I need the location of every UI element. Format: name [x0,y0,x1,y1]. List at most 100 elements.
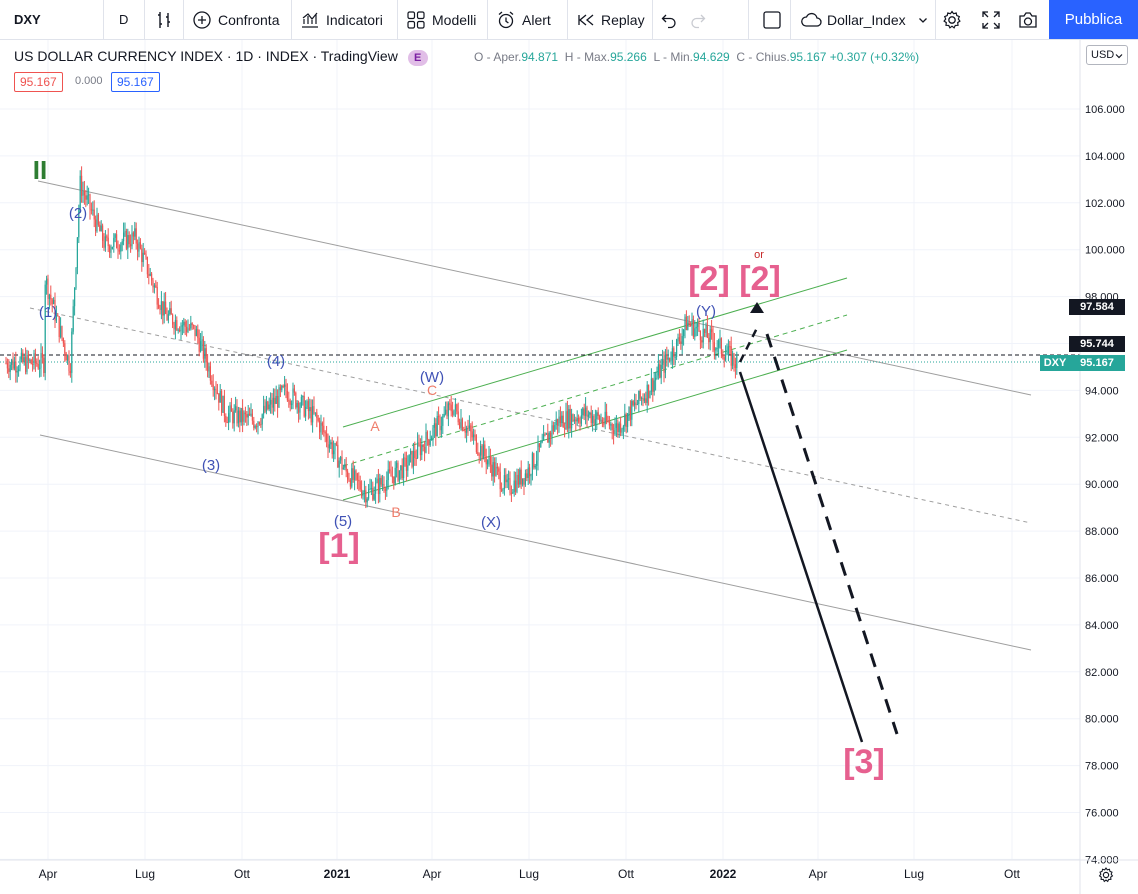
interval-label: D [119,12,129,27]
candle-body [309,407,311,412]
legend-symbol-title: US DOLLAR CURRENCY INDEX · 1D · INDEX · … [14,48,398,64]
candle-body [578,417,580,422]
candle-body [649,391,651,398]
currency-select[interactable]: USD [1086,45,1128,65]
candle-body [663,359,665,373]
candle-body [488,456,490,461]
bar-style-button[interactable] [155,0,175,39]
candle-body [404,457,406,459]
high-label: H - Max. [564,50,611,64]
change-value: +0.307 (+0.32%) [829,50,920,64]
candle-body [100,225,102,232]
undo-button[interactable] [660,0,678,39]
candle-body [453,409,455,415]
candle-body [501,489,503,491]
candle-body [174,320,176,330]
candle-body [6,363,8,369]
candle-body [15,361,17,373]
compare-button[interactable]: Confronta [192,0,279,39]
candle-body [540,442,542,448]
chart-settings-button[interactable] [1097,866,1115,889]
candle-body [109,246,111,253]
candle-body [299,406,301,413]
candle-body [474,434,476,436]
candle-body [218,393,220,403]
candle-body [222,395,224,413]
candle-body [134,228,136,237]
candle-body [341,456,343,470]
ask-chip[interactable]: 95.167 [111,72,160,92]
candle-body [606,411,608,422]
undo-icon [661,14,676,28]
candle-body [320,422,322,433]
redo-button[interactable] [689,0,707,39]
exchange-badge[interactable]: E [407,50,428,66]
candle-body [193,325,195,327]
channel-mid-line [29,307,1032,524]
candle-body [26,354,28,372]
candle-body [102,225,104,241]
candle-body [345,464,347,472]
candle-body [699,331,701,341]
fullscreen-button[interactable] [981,0,1001,39]
candle-body [137,243,139,252]
candle-body [398,470,400,481]
candle-body [512,492,514,494]
layout-menu[interactable]: Dollar_Index [800,0,928,39]
candle-body [720,338,722,354]
candle-body [233,410,235,424]
candle-body [363,490,365,493]
candle-body [310,407,312,423]
candle-body [365,490,367,503]
candle-body [517,474,519,485]
symbol-search[interactable]: DXY [14,0,41,39]
candle-body [432,427,434,438]
candle-body [480,445,482,456]
ohlc-readout: O - Aper.94.871 H - Max.95.266 L - Min.9… [474,50,919,64]
candle-body [593,415,595,425]
candle-body [694,328,696,337]
candle-body [244,412,246,415]
candle-body [86,195,88,200]
candle-body [692,319,694,337]
candle-body [162,301,164,316]
candle-body [459,422,461,428]
candle-body [533,453,535,468]
candle-body [253,420,255,428]
bid-chip[interactable]: 95.167 [14,72,63,92]
candle-body [666,354,668,360]
candle-body [729,346,731,348]
replay-button[interactable]: Replay [576,0,645,39]
rewind-icon [578,14,594,25]
candle-body [545,433,547,435]
candle-body [25,357,27,372]
candle-body [446,409,448,417]
candle-body [235,406,237,411]
price-tick-label: 80.000 [1085,714,1119,726]
candle-body [601,419,603,424]
time-tick-label: Lug [904,867,924,881]
settings-button[interactable] [941,0,963,39]
price-chart[interactable]: II(2)(1)(4)(3)(5)[1]ABC(W)(X)(Y)[2] [2]or… [0,40,1138,894]
candle-body [674,356,676,358]
snapshot-button[interactable] [1017,0,1039,39]
candle-body [249,413,251,416]
candle-body [510,492,512,494]
candle-body [187,328,189,333]
fullscreen-chart-button[interactable] [762,0,782,39]
candle-body [555,418,557,426]
candle-body [82,191,84,196]
indicators-button[interactable]: Indicatori [300,0,383,39]
templates-button[interactable]: Modelli [406,0,476,39]
candle-body [166,313,168,321]
candle-body [461,419,463,431]
publish-button[interactable]: Pubblica [1049,0,1138,39]
candle-body [368,489,370,499]
candle-body [384,489,386,491]
candle-body [328,444,330,449]
gear-icon [943,9,961,29]
candle-body [292,388,294,404]
candle-body [293,388,295,393]
alert-button[interactable]: Alert [496,0,551,39]
interval-button[interactable]: D [119,0,128,39]
